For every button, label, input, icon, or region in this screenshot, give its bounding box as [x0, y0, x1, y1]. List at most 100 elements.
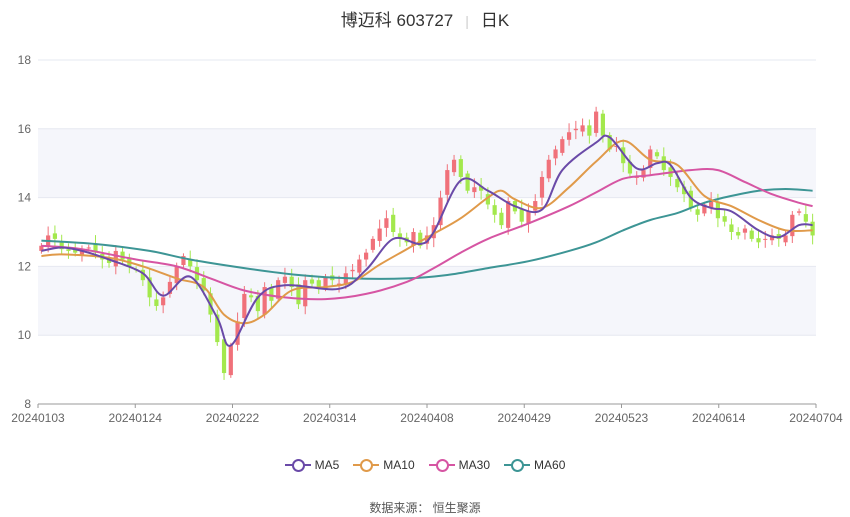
candle	[641, 170, 646, 178]
series-line-ma5	[41, 134, 813, 347]
candle	[66, 249, 71, 251]
candle	[249, 295, 254, 298]
candle	[749, 230, 754, 239]
legend-marker	[284, 458, 311, 472]
candle	[499, 212, 504, 226]
legend-item-ma60[interactable]: MA60	[504, 458, 565, 472]
x-tick-label: 20240124	[109, 411, 163, 425]
legend-item-ma10[interactable]: MA10	[353, 458, 415, 472]
candle	[472, 187, 477, 193]
candle	[357, 259, 362, 273]
candle	[614, 146, 619, 147]
candle	[418, 232, 423, 246]
candle	[519, 208, 524, 222]
candle	[188, 259, 193, 267]
candle	[621, 147, 626, 164]
candle	[73, 248, 78, 253]
candle	[492, 205, 497, 215]
candle	[600, 113, 605, 136]
legend-marker	[353, 458, 380, 472]
candle	[364, 252, 369, 260]
x-tick-label: 20240523	[595, 411, 649, 425]
candle	[235, 321, 240, 345]
legend: MA5 MA10 MA30 MA60	[0, 458, 850, 472]
candle	[215, 314, 220, 343]
candle	[289, 276, 294, 288]
candle	[52, 233, 58, 239]
legend-marker	[428, 458, 455, 472]
candle	[526, 211, 531, 224]
candle	[783, 235, 788, 243]
period-label: 日K	[480, 11, 510, 30]
candle	[810, 221, 815, 236]
stock-name: 博迈科 603727	[340, 11, 454, 30]
candle	[438, 197, 443, 226]
candle	[167, 281, 173, 294]
candle	[769, 235, 775, 241]
candle	[262, 287, 267, 315]
candle	[796, 211, 802, 213]
x-tick-label: 20240704	[789, 411, 843, 425]
candle	[675, 179, 680, 188]
y-tick-label: 16	[18, 122, 32, 136]
x-tick-label: 20240429	[498, 411, 552, 425]
candle	[465, 173, 470, 191]
candle	[79, 249, 85, 255]
candle	[228, 345, 233, 376]
candle	[681, 186, 687, 195]
x-tick-label: 20240314	[303, 411, 357, 425]
chart-title: 博迈科 603727 | 日K	[0, 6, 850, 31]
x-tick-label: 20240103	[11, 411, 65, 425]
candle	[201, 278, 206, 291]
candle	[424, 235, 430, 244]
candlestick-chart: 8 10 12 14 16 18 20240103 20240124 20240222 20240…	[11, 53, 843, 425]
candle	[303, 280, 308, 307]
candle	[174, 266, 179, 284]
candle	[654, 152, 660, 157]
candle	[458, 159, 463, 177]
candle	[634, 176, 639, 178]
candle	[790, 214, 795, 237]
candle	[154, 299, 159, 306]
candle	[803, 214, 808, 222]
candle	[93, 244, 98, 253]
legend-item-ma30[interactable]: MA30	[428, 458, 490, 472]
candle	[39, 245, 44, 251]
candle	[377, 228, 382, 241]
candle	[695, 209, 700, 215]
candle	[607, 134, 612, 150]
candle	[763, 238, 768, 240]
candle	[756, 238, 761, 243]
candle	[391, 214, 396, 232]
legend-label: MA5	[314, 458, 340, 472]
candle	[140, 269, 145, 281]
series-line-ma10	[41, 139, 813, 325]
candle	[580, 125, 585, 132]
y-tick-label: 14	[18, 191, 32, 205]
candle	[594, 111, 599, 133]
candle	[411, 232, 416, 246]
candle	[147, 277, 152, 298]
candle	[350, 269, 355, 272]
candle	[445, 170, 450, 195]
candle	[485, 194, 490, 205]
candle	[560, 139, 565, 153]
candle	[722, 216, 727, 222]
legend-item-ma5[interactable]: MA5	[284, 458, 340, 472]
candle	[255, 295, 260, 312]
candle	[539, 176, 545, 198]
candle	[553, 149, 558, 159]
candle	[451, 159, 457, 173]
candle	[709, 201, 714, 208]
x-tick-label: 20240614	[692, 411, 746, 425]
title-separator: |	[465, 13, 469, 29]
candle	[479, 185, 484, 191]
grid-band	[38, 128, 816, 198]
candle	[729, 224, 734, 232]
candle	[702, 204, 707, 214]
candle	[506, 201, 511, 228]
candle	[161, 297, 166, 306]
candle	[221, 339, 227, 374]
series-line-ma30	[41, 167, 813, 301]
x-tick-label: 20240408	[400, 411, 454, 425]
